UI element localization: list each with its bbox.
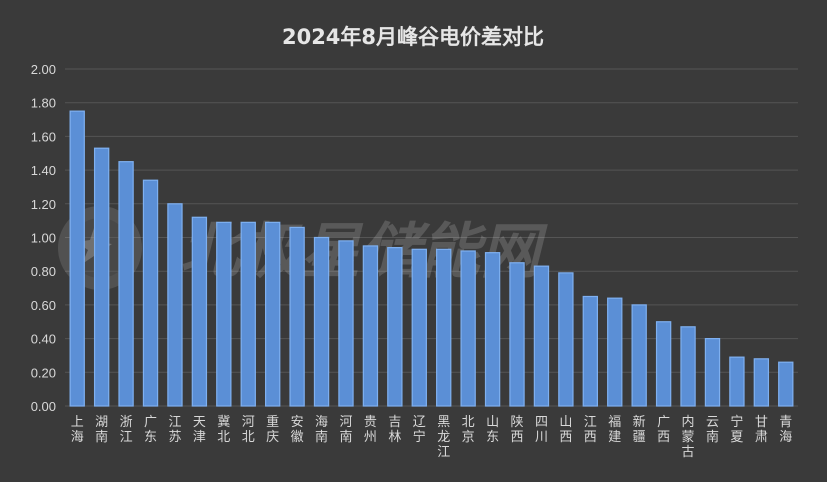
x-tick-label: 上海 <box>71 415 84 445</box>
x-tick-label: 云南 <box>706 415 719 445</box>
y-tick-label: 1.40 <box>31 163 56 178</box>
bar <box>484 252 501 407</box>
bar <box>729 356 745 407</box>
x-tick-label: 黑龙江 <box>437 415 450 460</box>
bar <box>313 236 330 407</box>
bar <box>460 250 476 407</box>
x-tick-label: 重庆 <box>266 414 279 445</box>
bar <box>240 221 256 407</box>
y-tick-label: 2.00 <box>31 62 56 77</box>
x-tick-label: 冀北 <box>217 414 230 445</box>
x-tick-label: 天津 <box>193 415 206 445</box>
x-tick-label: 浙江 <box>120 415 133 445</box>
bar <box>753 358 770 407</box>
x-tick-label: 海南 <box>315 415 328 445</box>
x-tick-label: 贵州 <box>364 415 377 445</box>
x-tick-label: 山东 <box>486 415 499 445</box>
bar <box>778 361 794 407</box>
y-tick-label: 1.60 <box>31 129 56 144</box>
chart-title: 2024年8月峰谷电价差对比 <box>282 25 544 49</box>
x-tick-label: 广西 <box>657 415 670 445</box>
bar <box>362 245 379 407</box>
y-tick-label: 1.20 <box>31 197 56 212</box>
y-tick-label: 0.80 <box>31 264 56 279</box>
bar <box>558 272 574 407</box>
bar <box>436 248 452 407</box>
bar <box>509 262 525 407</box>
x-tick-label: 河北 <box>242 415 255 445</box>
bar <box>338 240 354 407</box>
gridlines <box>65 68 798 407</box>
x-tick-label: 安徽 <box>291 415 304 445</box>
x-tick-label: 青海 <box>779 415 792 445</box>
bar <box>582 295 599 407</box>
bar <box>704 338 721 407</box>
x-tick-label: 四川 <box>535 415 548 445</box>
bar <box>69 110 85 407</box>
bar <box>289 226 305 407</box>
y-axis: 0.00 0.20 0.40 0.60 0.80 1.00 1.20 1.40 1.60 1.80… <box>31 62 56 414</box>
bar <box>607 297 623 407</box>
bar <box>167 203 183 407</box>
bar <box>216 221 232 407</box>
y-tick-label: 1.80 <box>31 96 56 111</box>
x-tick-label: 吉林 <box>388 415 401 445</box>
bar <box>411 248 427 407</box>
bar <box>680 326 696 407</box>
bar <box>631 304 647 407</box>
bar <box>191 216 208 407</box>
x-tick-label: 福建 <box>608 415 621 445</box>
bar <box>93 147 110 407</box>
bar <box>118 161 134 407</box>
bar <box>387 247 403 407</box>
x-tick-label: 河南 <box>339 415 352 445</box>
bar <box>264 221 281 407</box>
bar <box>533 265 550 407</box>
y-tick-label: 0.60 <box>31 298 56 313</box>
x-tick-label: 甘肃 <box>755 415 768 445</box>
bar <box>655 321 672 407</box>
x-tick-label: 新疆 <box>633 414 646 445</box>
x-tick-label: 陕西 <box>511 415 524 445</box>
x-tick-label: 内蒙古 <box>682 414 695 460</box>
bars <box>69 110 794 407</box>
y-tick-label: 0.40 <box>31 332 56 347</box>
y-tick-label: 0.20 <box>31 365 56 380</box>
x-tick-label: 宁夏 <box>730 414 743 445</box>
x-tick-label: 湖南 <box>95 415 108 445</box>
x-tick-label: 广东 <box>144 415 157 445</box>
y-tick-label: 1.00 <box>31 231 56 246</box>
x-tick-label: 江西 <box>584 415 597 445</box>
x-tick-label: 北京 <box>462 415 475 445</box>
bar <box>142 179 159 407</box>
y-tick-label: 0.00 <box>31 399 56 414</box>
x-tick-label: 江苏 <box>168 415 181 445</box>
x-tick-label: 辽宁 <box>413 415 426 445</box>
x-tick-label: 山西 <box>559 415 572 445</box>
x-axis: 上海湖南浙江广东江苏天津冀北河北重庆安徽海南河南贵州吉林辽宁黑龙江北京山东陕西四… <box>71 414 793 460</box>
